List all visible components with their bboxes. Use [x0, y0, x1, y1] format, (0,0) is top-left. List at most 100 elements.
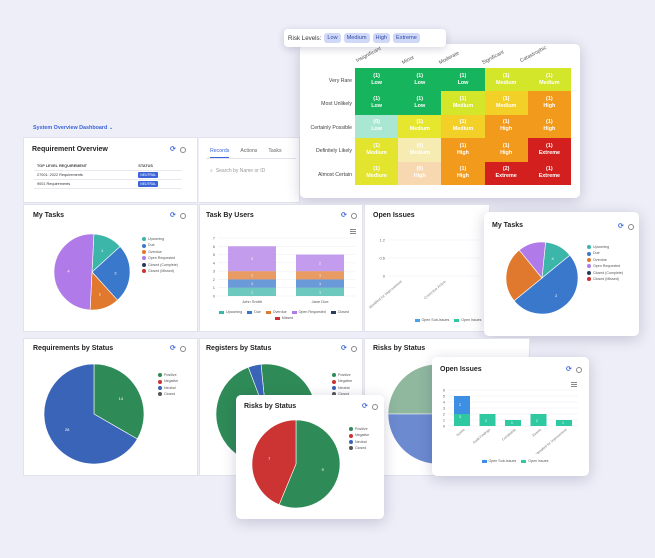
- info-icon[interactable]: [179, 146, 186, 153]
- legend-item-closed-missed[interactable]: Closed (Missed): [142, 268, 178, 274]
- info-icon[interactable]: [575, 366, 582, 373]
- legend-item-due[interactable]: Due: [142, 242, 178, 248]
- legend-item-open-requested[interactable]: Open Requested: [291, 310, 326, 314]
- menu-icon[interactable]: [350, 229, 356, 234]
- risk-cell[interactable]: (1) High: [441, 138, 485, 162]
- risk-cell[interactable]: (2) Extreme: [484, 161, 528, 185]
- legend-item-overdue[interactable]: Overdue: [142, 249, 178, 255]
- risk-cell[interactable]: (1) Medium: [355, 161, 399, 185]
- bar-open-issues[interactable]: [505, 420, 521, 426]
- legend-item-closed-missed[interactable]: Closed (Missed): [587, 276, 623, 282]
- risk-cell[interactable]: (1) Medium: [527, 68, 571, 92]
- legend-item-negative[interactable]: Negative: [158, 378, 178, 384]
- refresh-icon[interactable]: ⟳: [618, 223, 624, 230]
- legend-item-open-requested[interactable]: Open Requested: [587, 263, 623, 269]
- risk-cell[interactable]: (0) Low: [355, 114, 399, 139]
- bar-open-issues[interactable]: [479, 414, 496, 426]
- bar-open-issues[interactable]: [556, 420, 572, 426]
- risk-cell[interactable]: (1) High: [527, 91, 571, 115]
- legend-item-positive[interactable]: Positive: [332, 372, 352, 378]
- legend-item-open-sub-issues[interactable]: Open Sub-Issues: [414, 318, 449, 322]
- bar-upcoming[interactable]: [228, 287, 276, 296]
- tab-actions[interactable]: Actions: [240, 148, 258, 154]
- legend-item-overdue[interactable]: Overdue: [265, 310, 287, 314]
- legend-item-positive[interactable]: Positive: [158, 372, 178, 378]
- legend-item-open-requested[interactable]: Open Requested: [142, 255, 178, 261]
- pie-slice-due[interactable]: [91, 246, 131, 301]
- legend-item-open-sub-issues[interactable]: Open Sub-Issues: [481, 459, 516, 463]
- legend-item-upcoming[interactable]: Upcoming: [142, 236, 178, 242]
- legend-item-due[interactable]: Due: [587, 250, 623, 256]
- tab-records[interactable]: Records: [210, 148, 230, 158]
- risk-cell[interactable]: (1) Medium: [484, 68, 528, 92]
- pie-slice-negative[interactable]: [251, 419, 297, 506]
- risk-cell[interactable]: (1) Medium: [484, 91, 528, 115]
- info-icon[interactable]: [350, 212, 357, 219]
- info-icon[interactable]: [179, 212, 186, 219]
- risk-cell[interactable]: (0) High: [398, 161, 442, 185]
- legend-item-open-issues[interactable]: Open Issues: [454, 318, 481, 322]
- refresh-icon[interactable]: ⟳: [341, 212, 347, 219]
- info-icon[interactable]: [627, 223, 634, 230]
- bar-upcoming[interactable]: [296, 287, 344, 296]
- risk-cell[interactable]: (1) Low: [441, 68, 485, 92]
- legend-item-upcoming[interactable]: Upcoming: [587, 244, 623, 250]
- bar-due[interactable]: [228, 279, 276, 288]
- legend-item-neutral[interactable]: Neutral: [332, 385, 352, 391]
- bar-open-sub-issues[interactable]: [454, 396, 470, 414]
- legend-item-open-issues[interactable]: Open Issues: [521, 459, 548, 463]
- pie-slice-due[interactable]: [513, 254, 579, 315]
- legend-item-closed[interactable]: Closed: [349, 445, 369, 451]
- pie-slice-open-requested[interactable]: [53, 233, 95, 311]
- pie-slice-neutral[interactable]: [43, 363, 138, 465]
- risk-chip-extreme[interactable]: Extreme: [393, 33, 420, 43]
- bar-open-requested[interactable]: [296, 254, 344, 272]
- pie-slice-open-requested[interactable]: [518, 241, 546, 279]
- legend-item-overdue[interactable]: Overdue: [587, 257, 623, 263]
- risk-cell[interactable]: (0) Medium: [398, 138, 442, 162]
- risk-chip-medium[interactable]: Medium: [343, 33, 370, 43]
- risk-cell[interactable]: (1) Low: [398, 68, 442, 92]
- bar-overdue[interactable]: [228, 271, 276, 280]
- bar-open-issues[interactable]: [454, 414, 470, 426]
- pie-slice-overdue[interactable]: [505, 249, 543, 302]
- legend-item-closed[interactable]: Closed: [330, 310, 349, 314]
- risk-cell[interactable]: (1) Medium: [355, 138, 399, 162]
- risk-cell[interactable]: (1) Low: [398, 91, 442, 115]
- table-row[interactable]: 27001: 2022 Requirements NEUTRAL: [34, 170, 182, 180]
- bar-open-requested[interactable]: [228, 246, 276, 272]
- pie-slice-positive[interactable]: [93, 363, 145, 440]
- search-input[interactable]: ⌕ Search by Name or ID: [210, 168, 265, 174]
- risk-chip-low[interactable]: Low: [324, 33, 341, 43]
- bar-overdue[interactable]: [296, 271, 344, 280]
- risk-cell[interactable]: (1) Medium: [398, 114, 442, 139]
- risk-cell[interactable]: (1) High: [484, 114, 528, 139]
- legend-item-closed[interactable]: Closed: [158, 391, 178, 397]
- refresh-icon[interactable]: ⟳: [170, 345, 176, 352]
- legend-item-missed[interactable]: Missed: [274, 316, 293, 320]
- legend-item-closed-complete[interactable]: Closed (Complete): [587, 270, 623, 276]
- legend-item-positive[interactable]: Positive: [349, 426, 369, 432]
- menu-icon[interactable]: [571, 382, 577, 387]
- risk-cell[interactable]: (1) Extreme: [527, 138, 571, 162]
- info-icon[interactable]: [350, 345, 357, 352]
- risk-cell[interactable]: (1) Low: [355, 68, 399, 92]
- legend-item-negative[interactable]: Negative: [349, 432, 369, 438]
- legend-item-upcoming[interactable]: Upcoming: [219, 310, 242, 314]
- info-icon[interactable]: [179, 345, 186, 352]
- risk-chip-high[interactable]: High: [372, 33, 391, 43]
- refresh-icon[interactable]: ⟳: [170, 146, 176, 153]
- risk-cell[interactable]: (1) Extreme: [527, 161, 571, 185]
- refresh-icon[interactable]: ⟳: [170, 212, 176, 219]
- bar-open-issues[interactable]: [530, 414, 547, 426]
- tab-tasks[interactable]: Tasks: [268, 148, 282, 154]
- risk-cell[interactable]: (1) Medium: [441, 114, 485, 139]
- legend-item-neutral[interactable]: Neutral: [349, 439, 369, 445]
- refresh-icon[interactable]: ⟳: [566, 366, 572, 373]
- refresh-icon[interactable]: ⟳: [341, 345, 347, 352]
- legend-item-neutral[interactable]: Neutral: [158, 385, 178, 391]
- risk-cell[interactable]: (1) Medium: [441, 91, 485, 115]
- info-icon[interactable]: [371, 403, 378, 410]
- legend-item-closed-complete[interactable]: Closed (Complete): [142, 262, 178, 268]
- pie-slice-positive[interactable]: [278, 419, 341, 509]
